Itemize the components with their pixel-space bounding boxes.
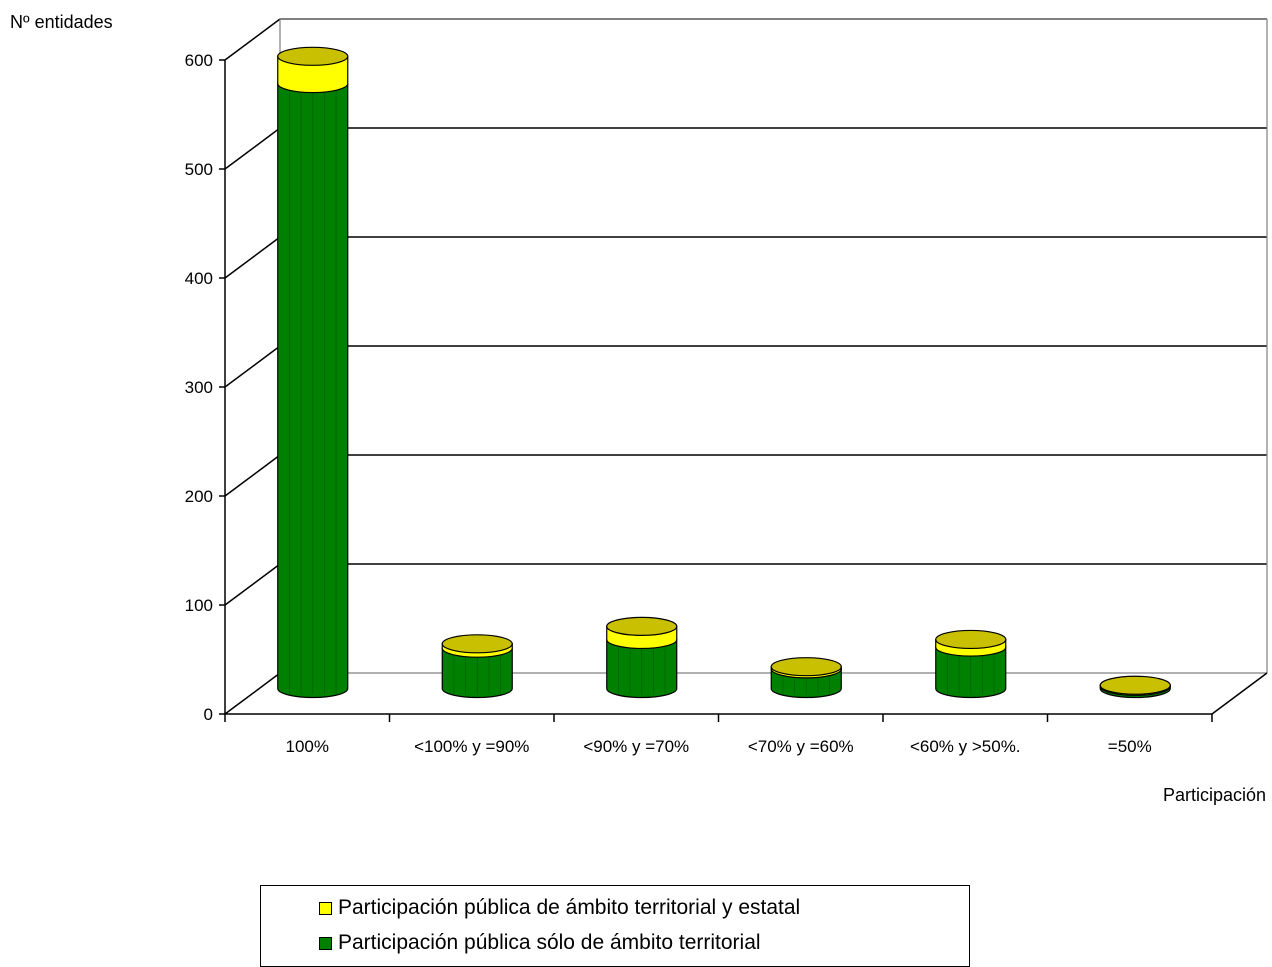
legend-label-territorial: Participación pública sólo de ámbito ter… <box>338 931 761 954</box>
floor-left-edge <box>224 672 281 715</box>
x-tick-label: <70% y =60% <box>748 737 854 756</box>
y-tick-label: 500 <box>185 160 213 179</box>
bar-top-cap <box>770 657 842 677</box>
gridline-side <box>224 236 281 279</box>
y-tick-label: 600 <box>185 51 213 70</box>
legend-item-territorial: Participación pública sólo de ámbito ter… <box>319 931 761 955</box>
y-tick-label: 100 <box>185 596 213 615</box>
legend-label-territorial-estatal: Participación pública de ámbito territor… <box>338 896 801 919</box>
bar-top-cap <box>935 629 1007 650</box>
floor-right-edge <box>1211 672 1268 715</box>
legend-swatch-green <box>319 936 332 950</box>
x-tick-label: <90% y =70% <box>583 737 689 756</box>
x-tick-label: <60% y >50%. <box>910 737 1021 756</box>
gridline-side <box>224 454 281 497</box>
y-axis-label: Nº entidades <box>10 12 113 32</box>
bar-top-cap <box>277 46 349 66</box>
bar-top-cap <box>1099 675 1171 695</box>
y-tick-label: 200 <box>185 487 213 506</box>
legend-swatch-yellow <box>319 901 332 915</box>
bar-segment-territorial-estatal <box>277 55 349 94</box>
y-tick-label: 400 <box>185 269 213 288</box>
chart-plot: 0 100 200 300 400 500 600 100% <100% y =90% <90% … <box>185 18 1268 756</box>
legend: Participación pública de ámbito territor… <box>260 885 970 967</box>
gridline-side <box>224 563 281 606</box>
x-tick-label: =50% <box>1108 737 1152 756</box>
gridline-side <box>224 127 281 170</box>
legend-item-territorial-estatal: Participación pública de ámbito territor… <box>319 896 800 920</box>
y-tick-label: 0 <box>204 705 213 724</box>
gridline-side <box>224 18 281 61</box>
x-axis-label: Participación <box>1162 785 1266 805</box>
x-tick-label: 100% <box>286 737 329 756</box>
y-tick-label: 300 <box>185 378 213 397</box>
gridline-side <box>224 345 281 388</box>
x-tick-label: <100% y =90% <box>414 737 529 756</box>
bar-top-cap <box>606 616 678 636</box>
bar-top-cap <box>441 634 513 654</box>
